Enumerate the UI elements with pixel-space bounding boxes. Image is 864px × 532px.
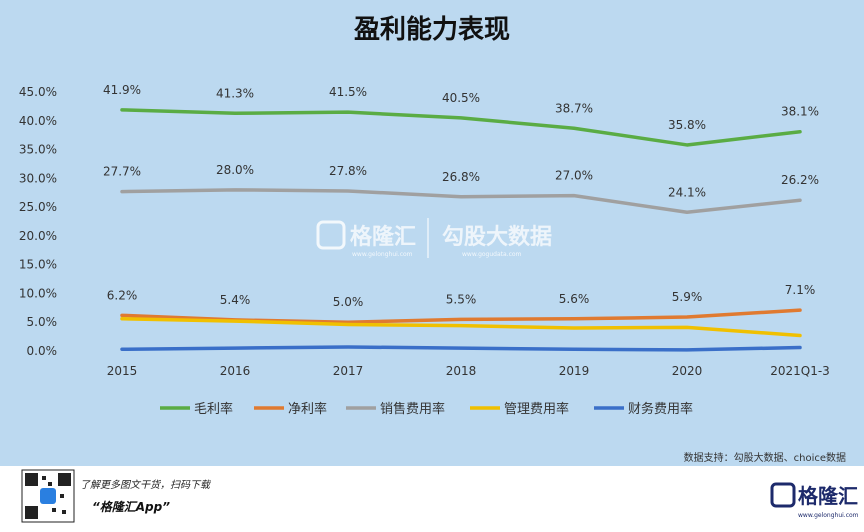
x-tick-label: 2021Q1-3	[770, 364, 830, 378]
data-label: 5.5%	[446, 292, 477, 306]
data-label: 38.7%	[555, 101, 593, 115]
watermark: 格隆汇 www.gelonghui.com 勾股大数据 www.gogudata…	[316, 218, 552, 258]
watermark-logo-icon	[316, 220, 346, 250]
series-line-4	[120, 345, 802, 352]
data-label: 27.0%	[555, 169, 593, 183]
y-tick-label: 45.0%	[19, 85, 57, 99]
chart-title: 盈利能力表现	[353, 14, 510, 45]
brand-logo-icon	[770, 482, 796, 508]
y-tick-label: 30.0%	[19, 171, 57, 185]
data-label: 24.1%	[668, 185, 706, 199]
legend-label: 净利率	[288, 401, 327, 417]
watermark-right-sub: www.gogudata.com	[462, 251, 522, 258]
x-tick-label: 2017	[333, 364, 364, 378]
data-label: 5.6%	[559, 292, 590, 306]
data-label: 5.9%	[672, 290, 703, 304]
watermark-left-sub: www.gelonghui.com	[352, 251, 413, 258]
x-tick-label: 2015	[107, 364, 138, 378]
data-label: 35.8%	[668, 118, 706, 132]
qr-code-icon	[21, 469, 75, 523]
series-lines	[120, 108, 802, 352]
data-label: 5.4%	[220, 293, 251, 307]
data-label: 41.9%	[103, 83, 141, 97]
data-label: 40.5%	[442, 91, 480, 105]
y-tick-label: 0.0%	[27, 344, 58, 358]
legend-label: 管理费用率	[504, 401, 569, 417]
data-label: 6.2%	[107, 288, 138, 302]
legend-label: 销售费用率	[380, 401, 445, 417]
y-axis: 0.0% 5.0% 10.0% 15.0% 20.0% 25.0% 30.0% 35.0% 40…	[19, 85, 57, 358]
data-labels: 41.9% 41.3% 41.5% 40.5% 38.7% 35.8% 38.1% 6.2% 5…	[103, 83, 819, 309]
series-line-3	[120, 317, 802, 338]
legend-label: 财务费用率	[628, 401, 693, 417]
x-tick-label: 2016	[220, 364, 251, 378]
brand-name: 格隆汇	[798, 484, 858, 508]
app-name: “格隆汇App”	[92, 500, 170, 514]
data-label: 38.1%	[781, 105, 819, 119]
legend-label: 毛利率	[194, 401, 233, 417]
watermark-right: 勾股大数据	[442, 224, 552, 250]
series-line-0	[120, 108, 802, 147]
data-label: 27.8%	[329, 164, 367, 178]
y-tick-label: 35.0%	[19, 143, 57, 157]
y-tick-label: 10.0%	[19, 286, 57, 300]
footer-bar	[0, 466, 864, 532]
x-axis: 2015 2016 2017 2018 2019 2020 2021Q1-3	[107, 364, 830, 378]
y-tick-label: 25.0%	[19, 200, 57, 214]
legend: 毛利率 净利率 销售费用率 管理费用率 财务费用率	[160, 401, 693, 417]
x-tick-label: 2020	[672, 364, 703, 378]
source-note: 数据支持：勾股大数据、choice数据	[684, 451, 846, 464]
data-label: 41.5%	[329, 85, 367, 99]
data-label: 5.0%	[333, 295, 364, 309]
qr-caption: 了解更多图文干货，扫码下载	[80, 479, 212, 491]
watermark-left: 格隆汇	[350, 224, 416, 250]
y-tick-label: 15.0%	[19, 258, 57, 272]
data-label: 26.8%	[442, 170, 480, 184]
y-tick-label: 20.0%	[19, 229, 57, 243]
series-line-2	[120, 188, 802, 215]
brand-url: www.gelonghui.com	[798, 512, 859, 519]
y-tick-label: 40.0%	[19, 114, 57, 128]
y-tick-label: 5.0%	[27, 315, 58, 329]
data-label: 27.7%	[103, 165, 141, 179]
data-label: 26.2%	[781, 173, 819, 187]
data-label: 41.3%	[216, 86, 254, 100]
x-tick-label: 2019	[559, 364, 590, 378]
x-tick-label: 2018	[446, 364, 477, 378]
data-label: 7.1%	[785, 283, 816, 297]
data-label: 28.0%	[216, 163, 254, 177]
